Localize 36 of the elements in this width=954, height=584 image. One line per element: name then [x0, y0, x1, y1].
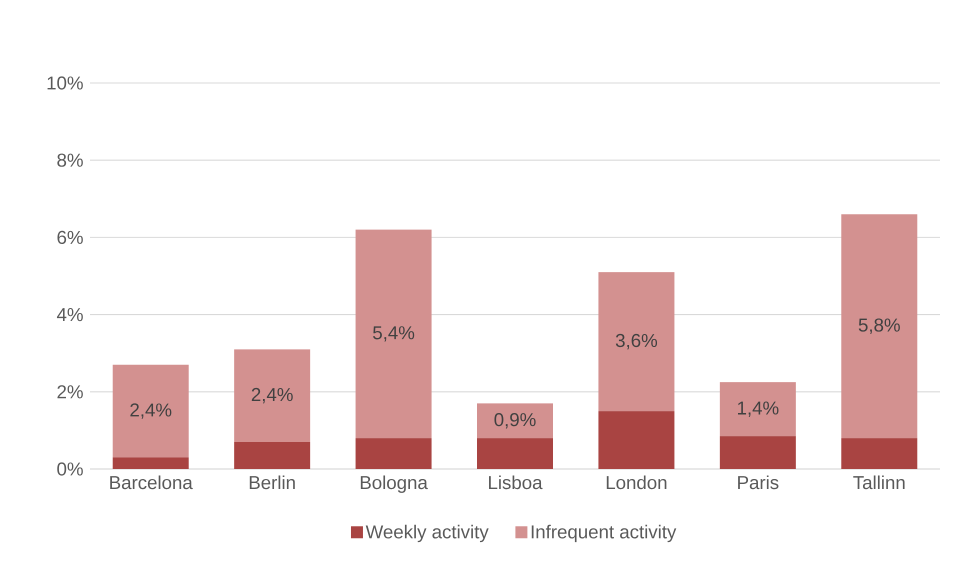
x-tick-label: Barcelona — [110, 475, 193, 490]
y-tick-label: 4% — [56, 308, 83, 322]
data-label: 5,4% — [373, 326, 414, 342]
bar — [841, 438, 918, 469]
y-tick-label: 6% — [57, 230, 83, 244]
y-tick-label: 10% — [48, 76, 83, 90]
bar — [841, 214, 918, 438]
bar — [234, 442, 310, 469]
legend-label: Infrequent activity — [532, 524, 676, 542]
bar — [598, 411, 674, 469]
bar — [477, 403, 553, 438]
bar — [477, 438, 553, 469]
y-tick-label: 2% — [57, 385, 83, 398]
x-tick-label: Bologna — [360, 475, 428, 493]
bar — [356, 230, 432, 438]
x-tick-label: Lisboa — [489, 475, 543, 490]
bar — [112, 457, 189, 469]
bar — [112, 364, 189, 458]
bar — [356, 438, 432, 469]
x-tick-label: Berlin — [250, 475, 295, 490]
data-label: 1,4% — [738, 401, 778, 417]
data-label: 5,8% — [858, 318, 900, 334]
bar — [720, 436, 796, 469]
y-tick-label: 8% — [57, 154, 83, 167]
data-label: 3,6% — [616, 334, 658, 350]
x-tick-label: Paris — [738, 475, 778, 490]
bar — [598, 272, 674, 412]
data-label: 2,4% — [252, 388, 293, 404]
bar — [234, 349, 310, 442]
data-label: 2,4% — [130, 403, 172, 419]
y-tick-label: 0% — [57, 462, 83, 476]
data-label: 0,9% — [494, 413, 536, 428]
x-tick-label: Tallinn — [853, 475, 905, 490]
bar — [720, 382, 796, 436]
x-tick-label: London — [606, 475, 666, 490]
legend-label: Weekly activity — [366, 524, 489, 542]
